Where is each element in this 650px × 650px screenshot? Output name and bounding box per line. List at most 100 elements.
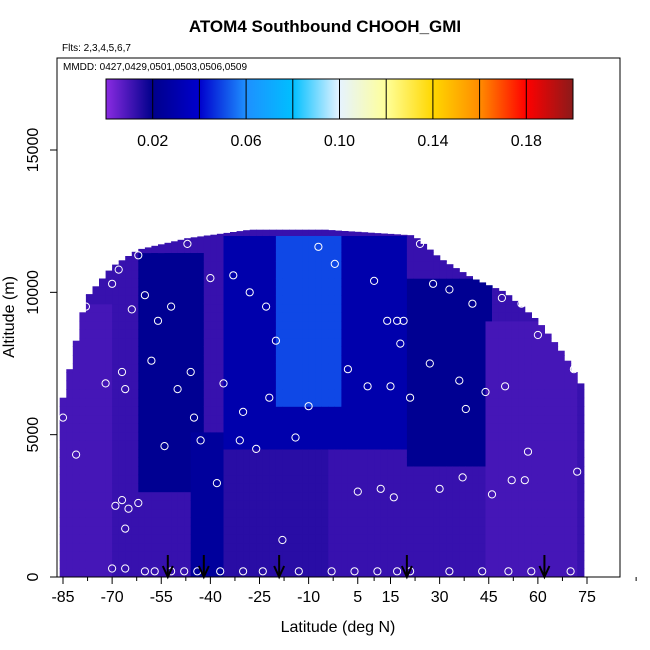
field-cell [400, 406, 408, 416]
field-cell [125, 329, 133, 339]
field-cell [511, 568, 519, 577]
field-cell [177, 239, 185, 245]
field-cell [105, 568, 113, 577]
field-cell [374, 491, 382, 501]
field-cell [518, 525, 526, 535]
field-cell [374, 517, 382, 527]
field-cell [341, 235, 349, 245]
field-cell [426, 491, 434, 501]
field-cell [518, 306, 526, 313]
field-cell [531, 448, 539, 458]
field-cell [531, 440, 539, 450]
field-cell [158, 397, 166, 407]
field-cell [66, 440, 74, 450]
field-cell [367, 372, 375, 382]
field-cell [570, 474, 578, 484]
field-cell [164, 380, 172, 390]
field-cell [269, 303, 277, 313]
field-cell [472, 397, 480, 407]
field-cell [498, 491, 506, 501]
field-cell [544, 559, 552, 569]
field-cell [328, 448, 336, 458]
field-cell [426, 534, 434, 544]
field-cell [341, 329, 349, 339]
field-cell [498, 337, 506, 347]
field-cell [66, 406, 74, 416]
field-cell [92, 397, 100, 407]
field-cell [190, 457, 198, 467]
field-cell [485, 474, 493, 484]
field-cell [354, 542, 362, 552]
field-cell [505, 525, 513, 535]
field-cell [498, 517, 506, 527]
field-cell [478, 312, 487, 322]
field-cell [144, 295, 153, 305]
field-cell [511, 363, 519, 373]
field-cell [433, 440, 441, 450]
field-cell [406, 559, 415, 569]
field-cell [131, 542, 139, 552]
field-cell [236, 397, 244, 407]
field-cell [302, 363, 310, 373]
field-cell [472, 286, 480, 296]
field-cell [341, 423, 349, 433]
field-cell [158, 252, 166, 262]
field-cell [66, 414, 74, 424]
field-cell [315, 542, 323, 552]
field-cell [269, 508, 277, 518]
field-cell [459, 423, 467, 433]
field-cell [230, 483, 238, 493]
field-cell [125, 397, 133, 407]
field-cell [125, 286, 133, 296]
field-cell [433, 414, 441, 424]
field-cell [289, 525, 297, 535]
field-cell [393, 372, 401, 382]
field-cell [203, 303, 211, 313]
field-cell [459, 466, 467, 476]
field-cell [158, 380, 166, 390]
field-cell [406, 414, 415, 424]
field-cell [374, 235, 382, 245]
field-cell [361, 295, 369, 305]
field-cell [223, 295, 231, 305]
field-cell [341, 278, 349, 288]
field-cell [557, 474, 565, 484]
field-cell [341, 312, 349, 322]
field-cell [485, 466, 493, 476]
field-cell [459, 534, 467, 544]
field-cell [282, 235, 290, 245]
field-cell [262, 312, 270, 322]
field-cell [341, 457, 349, 467]
field-cell [478, 551, 487, 561]
field-cell [275, 542, 284, 552]
sample-point [314, 242, 323, 251]
field-cell [171, 261, 179, 271]
field-cell [406, 320, 415, 330]
field-cell [354, 474, 362, 484]
field-cell [334, 559, 342, 569]
field-cell [236, 423, 244, 433]
field-cell [269, 363, 277, 373]
field-cell [413, 406, 421, 416]
field-cell [413, 269, 421, 279]
field-cell [426, 261, 434, 271]
field-cell [406, 397, 415, 407]
field-cell [518, 423, 526, 433]
field-cell [112, 303, 120, 313]
field-cell [498, 423, 506, 433]
field-cell [446, 508, 454, 518]
field-cell [243, 346, 251, 356]
field-cell [216, 457, 224, 467]
field-cell [452, 551, 460, 561]
field-cell [321, 559, 329, 569]
field-cell [459, 320, 467, 330]
field-cell [433, 355, 441, 365]
field-cell [321, 423, 329, 433]
field-cell [367, 517, 375, 527]
field-cell [197, 559, 205, 569]
field-cell [557, 440, 565, 450]
field-cell [393, 355, 401, 365]
field-cell [537, 448, 545, 458]
field-cell [223, 303, 231, 313]
field-cell [256, 551, 264, 561]
